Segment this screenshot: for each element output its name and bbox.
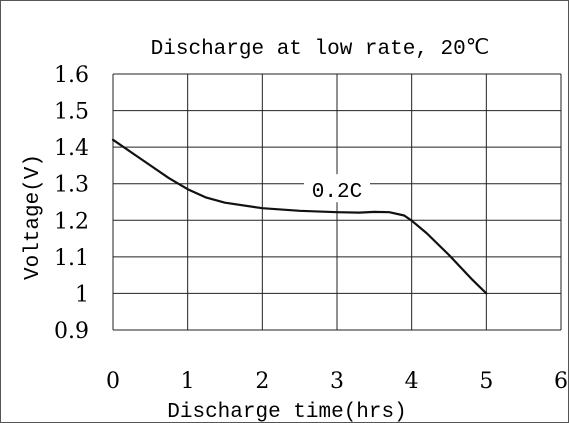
x-tick-label: 6 xyxy=(554,369,568,394)
y-axis-label: Voltage(V) xyxy=(22,154,45,280)
series-label: 0.2C xyxy=(312,181,362,204)
x-tick-label: 1 xyxy=(181,369,195,394)
y-tick-label: 1.2 xyxy=(54,209,89,234)
x-tick-label: 2 xyxy=(255,369,269,394)
x-tick-labels: 0 1 2 3 4 5 6 xyxy=(106,369,568,394)
chart-title: Discharge at low rate, 20℃ xyxy=(151,38,490,61)
series-layer: 0.2C xyxy=(111,138,488,295)
y-tick-label: 1.1 xyxy=(54,246,89,271)
series-line xyxy=(111,138,488,295)
x-tick-label: 0 xyxy=(106,369,120,394)
y-tick-labels: 1.6 1.5 1.4 1.3 1.2 1.1 1 0.9 xyxy=(54,63,89,344)
x-tick-label: 3 xyxy=(330,369,344,394)
x-tick-label: 4 xyxy=(405,369,419,394)
y-tick-label: 1 xyxy=(75,282,89,307)
y-tick-label: 1.6 xyxy=(54,63,89,88)
y-tick-label: 0.9 xyxy=(54,319,89,344)
y-tick-label: 1.4 xyxy=(54,136,89,161)
x-axis-label: Discharge time(hrs) xyxy=(167,401,406,422)
series-label-background xyxy=(304,174,370,203)
y-tick-label: 1.3 xyxy=(54,173,89,198)
y-tick-label: 1.5 xyxy=(54,100,89,125)
x-tick-label: 5 xyxy=(479,369,493,394)
